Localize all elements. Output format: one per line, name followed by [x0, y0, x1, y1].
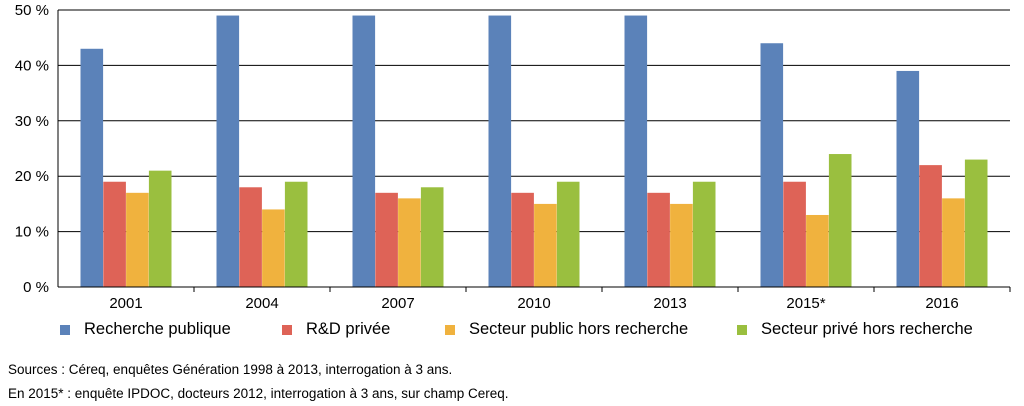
bar [783, 181, 806, 287]
bar [670, 203, 693, 287]
legend-item-secteur-prive-hors-recherche: Secteur privé hors recherche [737, 320, 973, 339]
bar [103, 181, 126, 287]
y-tick-label: 50 % [15, 2, 49, 19]
bar [352, 15, 376, 287]
y-gridlines [58, 9, 1010, 233]
footnote: En 2015* : enquête IPDOC, docteurs 2012,… [8, 386, 509, 401]
legend-swatch [737, 324, 747, 335]
x-tick-label: 2013 [653, 295, 686, 312]
bar [760, 43, 784, 287]
bar [126, 192, 149, 287]
y-tick-label: 30 % [15, 113, 49, 130]
bar [647, 192, 670, 287]
axes [57, 10, 1011, 292]
bar [284, 181, 308, 287]
x-tick-label: 2007 [381, 295, 414, 312]
legend-swatch [60, 324, 70, 335]
bar-chart: 0 % 10 % 20 % 30 % 40 % 50 % 2001 2004 2007 2010… [15, 2, 1011, 312]
legend-label: Secteur privé hors recherche [761, 320, 973, 338]
bar [942, 198, 965, 287]
bar [692, 181, 716, 287]
bar [511, 192, 534, 287]
chart-notes: Sources : Céreq, enquêtes Génération 199… [8, 358, 509, 406]
bar [896, 70, 920, 287]
sources-note: Sources : Céreq, enquêtes Génération 199… [8, 362, 453, 377]
bar [216, 15, 240, 287]
legend-item-rd-privee: R&D privée [282, 320, 390, 339]
bar [919, 165, 942, 287]
bar [148, 170, 172, 287]
bar [420, 187, 444, 287]
x-tick-labels: 2001 2004 2007 2010 2013 2015* 2016 [109, 295, 958, 312]
bar [239, 187, 262, 287]
bar [964, 159, 988, 287]
bar [534, 203, 557, 287]
x-tick-label: 2016 [925, 295, 958, 312]
bar [624, 15, 648, 287]
legend-swatch [445, 324, 455, 335]
bar [80, 48, 104, 287]
y-tick-label: 10 % [15, 224, 49, 241]
y-tick-label: 20 % [15, 168, 49, 185]
legend-item-secteur-public-hors-recherche: Secteur public hors recherche [445, 320, 688, 339]
bar [556, 181, 580, 287]
legend-label: Secteur public hors recherche [469, 320, 689, 338]
legend-label: Recherche publique [84, 320, 231, 338]
bar [398, 198, 421, 287]
bar [262, 209, 285, 287]
y-tick-label: 40 % [15, 57, 49, 74]
y-tick-labels: 0 % 10 % 20 % 30 % 40 % 50 % [15, 2, 49, 296]
bar [828, 154, 852, 287]
bar [375, 192, 398, 287]
x-tick-label: 2001 [109, 295, 142, 312]
bars [80, 15, 988, 287]
x-tick-label: 2004 [245, 295, 278, 312]
legend-label: R&D privée [306, 320, 391, 338]
x-tick-label: 2010 [517, 295, 550, 312]
y-tick-label: 0 % [23, 279, 49, 296]
legend: Recherche publique R&D privée Secteur pu… [0, 320, 1024, 344]
x-tick-label: 2015* [786, 295, 825, 312]
legend-swatch [282, 324, 292, 335]
bar [488, 15, 512, 287]
legend-item-recherche-publique: Recherche publique [60, 320, 231, 339]
bar [806, 214, 829, 287]
